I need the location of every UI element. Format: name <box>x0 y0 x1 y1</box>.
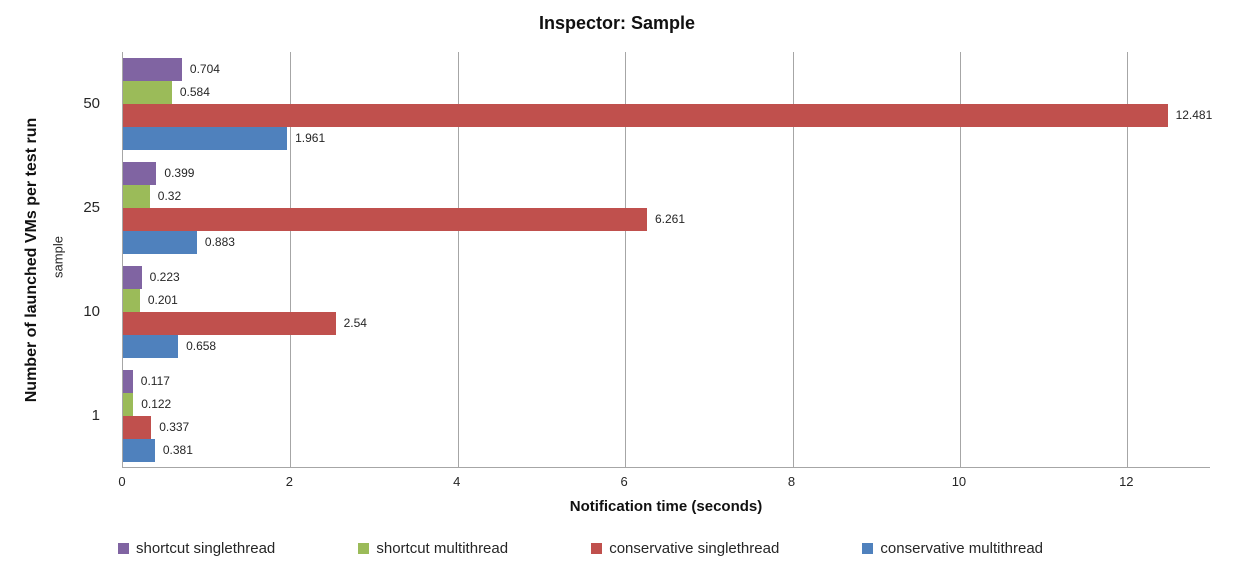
plot-area: 0.704 0.399 0.223 0.117 0.584 0.32 0.201 0.122 1… <box>122 52 1213 468</box>
legend-swatch-icon <box>862 543 874 554</box>
bar-shortcut-multithread-cat-25 <box>123 185 150 208</box>
bar-conservative-multithread-cat-25 <box>123 231 197 254</box>
x-axis-title: Notification time (seconds) <box>569 498 763 515</box>
value-label: 0.883 <box>204 235 235 249</box>
legend-item: shortcut singlethread <box>118 540 275 557</box>
value-label: 0.704 <box>189 62 220 76</box>
bar-conservative-singlethread-cat-25 <box>123 208 647 231</box>
x-axis-ticks: 0 2 4 6 8 10 12 <box>118 474 1210 490</box>
value-label: 0.122 <box>141 397 172 411</box>
x-tick-label: 4 <box>453 474 461 489</box>
value-label: 0.201 <box>147 293 178 307</box>
value-label: 0.337 <box>159 420 190 434</box>
bar-shortcut-multithread-cat-1 <box>123 393 134 416</box>
legend-item: conservative singlethread <box>591 540 779 557</box>
bar-conservative-singlethread-cat-10 <box>123 312 336 335</box>
category-label: 10 <box>83 303 100 320</box>
bar-conservative-singlethread-cat-1 <box>123 416 152 439</box>
y-axis-title: Number of launched VMs per test run <box>23 117 40 403</box>
bar-shortcut-multithread-cat-10 <box>123 289 140 312</box>
value-label: 0.658 <box>186 339 217 353</box>
value-label: 0.381 <box>162 443 193 457</box>
bar-conservative-multithread-cat-50 <box>123 127 288 150</box>
bar-shortcut-singlethread-cat-50 <box>123 58 182 81</box>
legend-swatch-icon <box>591 543 603 554</box>
bar-shortcut-singlethread-cat-10 <box>123 266 142 289</box>
gridline <box>792 52 794 467</box>
gridline <box>290 52 292 467</box>
legend-swatch-icon <box>358 543 370 554</box>
legend-label: shortcut singlethread <box>136 540 276 557</box>
gridline <box>625 52 627 467</box>
bar-shortcut-singlethread-cat-1 <box>123 370 133 393</box>
x-tick-label: 6 <box>620 474 628 489</box>
chart-title: Inspector: Sample <box>538 13 696 33</box>
legend-label: shortcut multithread <box>376 540 509 557</box>
value-label: 0.117 <box>140 374 170 388</box>
legend-item: conservative multithread <box>862 540 1043 557</box>
legend-swatch-icon <box>118 543 129 554</box>
value-label: 12.481 <box>1175 108 1213 122</box>
gridline <box>457 52 459 467</box>
gridline <box>1127 52 1129 467</box>
legend-item: shortcut multithread <box>358 540 508 557</box>
bar-shortcut-multithread-cat-50 <box>123 81 172 104</box>
x-tick-label: 12 <box>1119 474 1134 489</box>
value-label: 0.399 <box>164 166 195 180</box>
value-label: 2.54 <box>343 316 367 330</box>
x-tick-label: 0 <box>118 474 126 489</box>
value-label: 0.584 <box>179 85 210 99</box>
gridline <box>959 52 961 467</box>
legend-label: conservative singlethread <box>609 540 780 557</box>
value-label: 1.961 <box>295 131 326 145</box>
category-label: 50 <box>83 95 100 112</box>
x-tick-label: 2 <box>285 474 293 489</box>
value-label: 6.261 <box>654 212 686 226</box>
category-axis: 50 25 10 1 <box>58 52 112 468</box>
value-label: 0.223 <box>149 270 180 284</box>
bar-conservative-multithread-cat-10 <box>123 335 179 358</box>
value-label: 0.32 <box>157 189 182 203</box>
category-label: 25 <box>83 199 100 216</box>
x-tick-label: 8 <box>787 474 796 489</box>
bar-conservative-singlethread-cat-50 <box>123 104 1168 127</box>
bar-shortcut-singlethread-cat-25 <box>123 162 157 185</box>
legend-label: conservative multithread <box>880 540 1043 557</box>
legend: shortcut singlethread shortcut multithre… <box>118 540 1043 557</box>
bar-conservative-multithread-cat-1 <box>123 439 155 462</box>
category-label: 1 <box>91 407 100 424</box>
x-tick-label: 10 <box>951 474 967 489</box>
